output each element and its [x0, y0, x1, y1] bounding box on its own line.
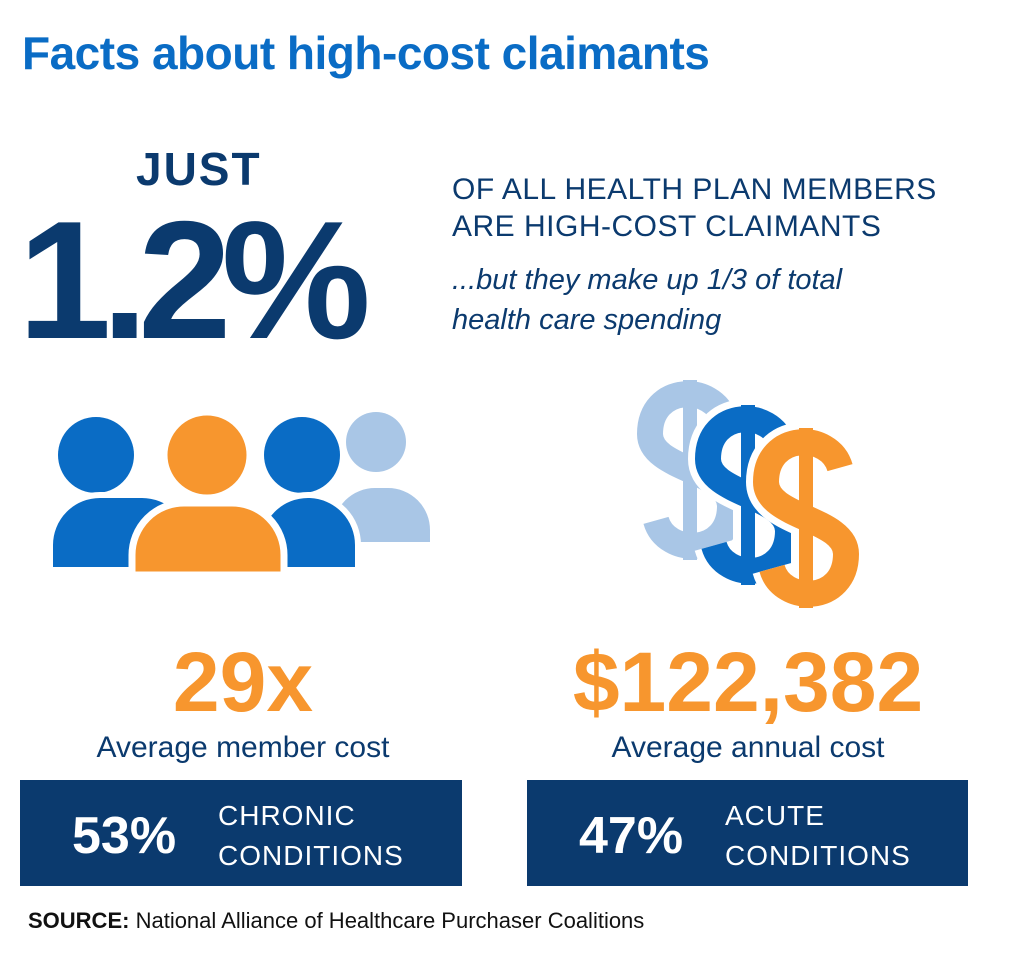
headline-figure: 1.2%: [18, 186, 371, 374]
stat-figure: $122,382: [572, 635, 924, 729]
box-figure: 47%: [579, 807, 684, 865]
source: SOURCE: National Alliance of Healthcare …: [28, 910, 644, 932]
source-label: SOURCE:: [28, 908, 130, 933]
note: ...but they make up 1/3 of total: [452, 264, 843, 296]
box-label: CONDITIONS: [725, 840, 911, 871]
box-label: ACUTE: [725, 800, 825, 831]
dollar-icon: [636, 380, 867, 614]
people-icon: [47, 410, 436, 579]
source-text: National Alliance of Healthcare Purchase…: [135, 908, 645, 933]
statement: ARE HIGH-COST CLAIMANTS: [452, 210, 882, 243]
box-label: CHRONIC: [218, 800, 356, 831]
stat-box: 47% ACUTE CONDITIONS: [527, 780, 968, 886]
stat-caption: Average annual cost: [611, 731, 885, 764]
note: health care spending: [452, 304, 722, 336]
box-figure: 53%: [72, 807, 177, 865]
box-label: CONDITIONS: [218, 840, 404, 871]
statement: OF ALL HEALTH PLAN MEMBERS: [452, 173, 937, 206]
stat-figure: 29x: [172, 635, 314, 729]
prefix: JUST: [136, 143, 262, 195]
stat-caption: Average member cost: [96, 731, 390, 764]
stat-box: 53% CHRONIC CONDITIONS: [20, 780, 462, 886]
title: Facts about high-cost claimants: [22, 27, 710, 79]
